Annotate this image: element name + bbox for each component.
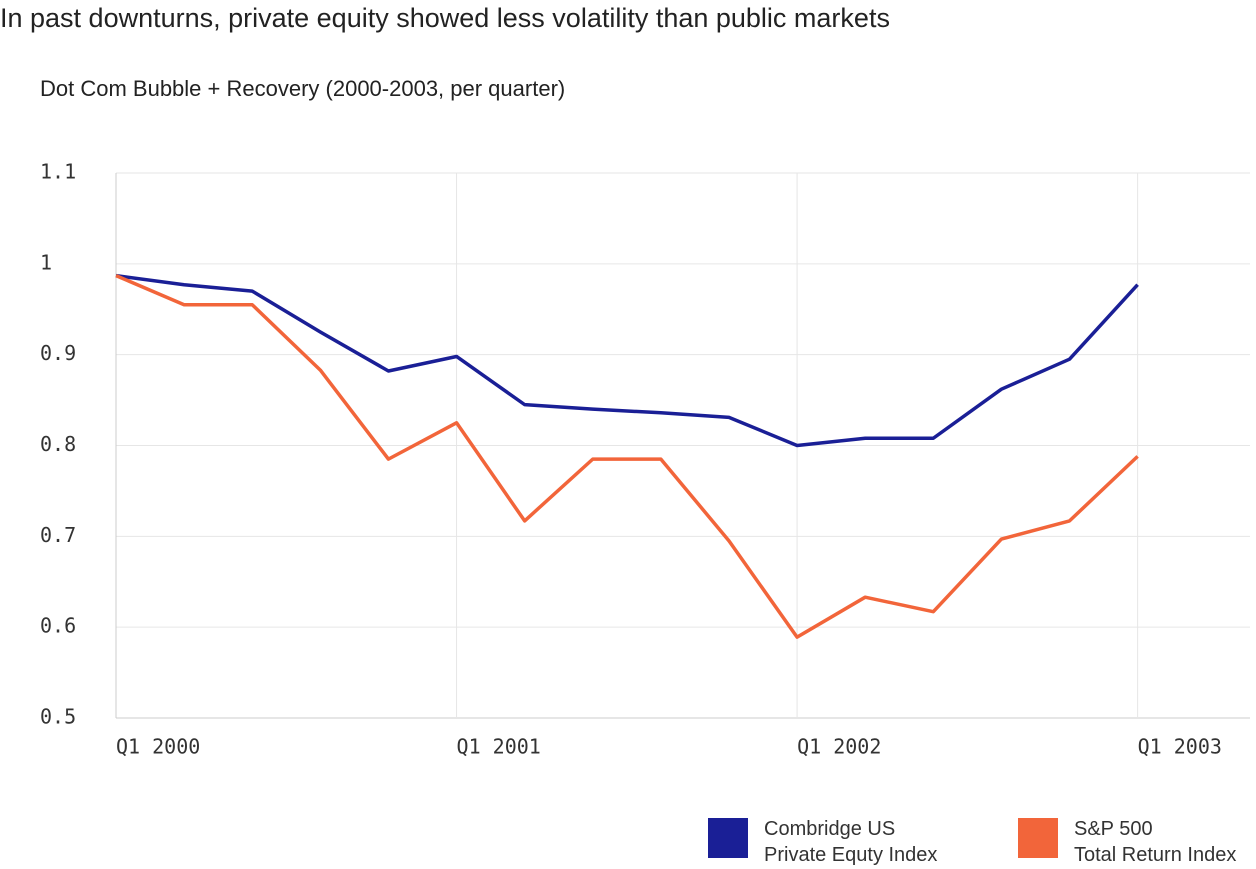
x-tick-label: Q1 2001 bbox=[457, 735, 541, 759]
legend-label: S&P 500 Total Return Index bbox=[1074, 818, 1237, 866]
chart-subtitle: Dot Com Bubble + Recovery (2000-2003, pe… bbox=[40, 76, 565, 101]
y-tick-label: 0.5 bbox=[40, 705, 76, 729]
series-line bbox=[115, 273, 1139, 448]
legend-swatch bbox=[1018, 818, 1058, 858]
y-tick-label: 1.1 bbox=[40, 160, 76, 184]
x-tick-label: Q1 2003 bbox=[1138, 735, 1222, 759]
y-tick-label: 0.7 bbox=[40, 523, 76, 547]
x-tick-label: Q1 2002 bbox=[797, 735, 881, 759]
y-tick-label: 0.8 bbox=[40, 432, 76, 456]
y-tick-label: 1 bbox=[40, 250, 52, 274]
legend-label: Combridge US Private Equty Index bbox=[764, 818, 938, 866]
legend-swatch bbox=[708, 818, 748, 858]
chart-title: In past downturns, private equity showed… bbox=[0, 3, 890, 33]
series-line bbox=[115, 274, 1139, 639]
y-tick-label: 0.9 bbox=[40, 341, 76, 365]
y-tick-label: 0.6 bbox=[40, 614, 76, 638]
x-tick-label: Q1 2000 bbox=[116, 735, 200, 759]
